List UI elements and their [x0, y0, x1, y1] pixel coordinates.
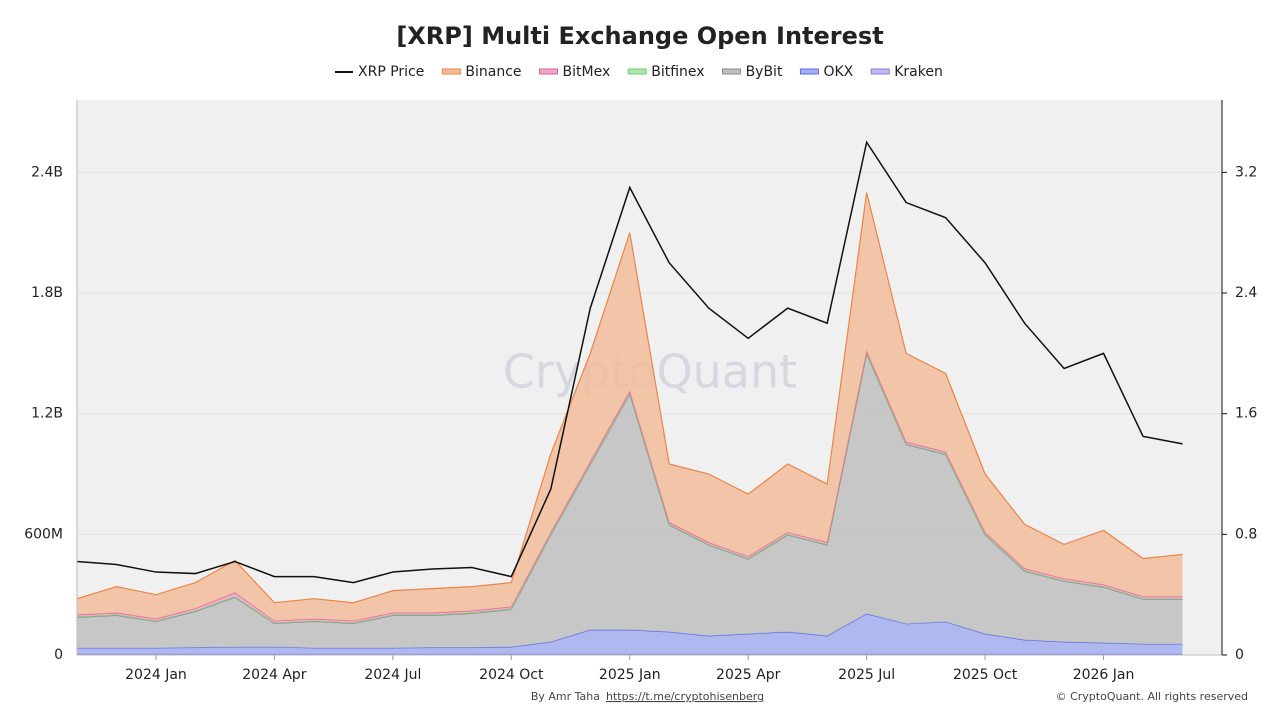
x-tick-label: 2024 Oct	[479, 667, 544, 683]
legend-label: ByBit	[746, 64, 783, 80]
legend: XRP Price Binance BitMex Bitfinex ByBit OKX Kr…	[335, 64, 943, 80]
y2-tick-label: 3.2	[1235, 164, 1257, 180]
credit-link[interactable]: https://t.me/cryptohisenberg	[606, 690, 764, 703]
legend-swatch	[335, 71, 353, 73]
y-tick-label: 0	[54, 647, 63, 663]
y-tick-label: 1.8B	[31, 285, 63, 301]
legend-label: Kraken	[894, 64, 943, 80]
area-edge	[76, 192, 1183, 604]
legend-label: OKX	[823, 64, 853, 80]
legend-item: OKX	[799, 64, 854, 80]
legend-label: XRP Price	[358, 64, 424, 80]
x-tick-label: 2025 Apr	[716, 667, 781, 683]
x-tick-label: 2025 Oct	[953, 667, 1018, 683]
area	[77, 353, 1183, 648]
legend-swatch	[799, 68, 819, 75]
copyright: © CryptoQuant. All rights reserved	[1056, 690, 1248, 703]
legend-swatch	[441, 68, 461, 75]
price-line	[76, 140, 1183, 584]
legend-item: ByBit	[722, 64, 783, 80]
legend-swatch	[539, 68, 559, 75]
y2-tick-label: 2.4	[1235, 285, 1257, 301]
x-tick-label: 2025 Jul	[838, 667, 895, 683]
legend-label: BitMex	[563, 64, 611, 80]
legend-swatch	[627, 68, 647, 75]
legend-item: BitMex	[539, 64, 611, 80]
legend-item: XRP Price	[335, 64, 424, 80]
legend-swatch	[870, 68, 890, 75]
x-tick-label: 2024 Apr	[242, 667, 307, 683]
y-tick-label: 2.4B	[31, 164, 63, 180]
legend-label: Binance	[465, 64, 521, 80]
credit: By Amr Taha	[531, 690, 600, 703]
y2-tick-label: 0.8	[1235, 526, 1257, 542]
y2-tick-label: 1.6	[1235, 406, 1257, 422]
area	[77, 192, 1183, 621]
x-tick-label: 2026 Jan	[1073, 667, 1135, 683]
legend-item: Kraken	[870, 64, 943, 80]
chart-title: [XRP] Multi Exchange Open Interest	[396, 22, 883, 50]
y2-tick-label: 0	[1235, 647, 1244, 663]
x-tick-label: 2025 Jan	[599, 667, 661, 683]
legend-item: Bitfinex	[627, 64, 705, 80]
y-tick-label: 600M	[24, 526, 63, 542]
legend-swatch	[722, 68, 742, 75]
x-tick-label: 2024 Jul	[364, 667, 421, 683]
x-tick-label: 2024 Jan	[125, 667, 187, 683]
legend-label: Bitfinex	[651, 64, 704, 80]
y-tick-label: 1.2B	[31, 406, 63, 422]
legend-item: Binance	[441, 64, 522, 80]
